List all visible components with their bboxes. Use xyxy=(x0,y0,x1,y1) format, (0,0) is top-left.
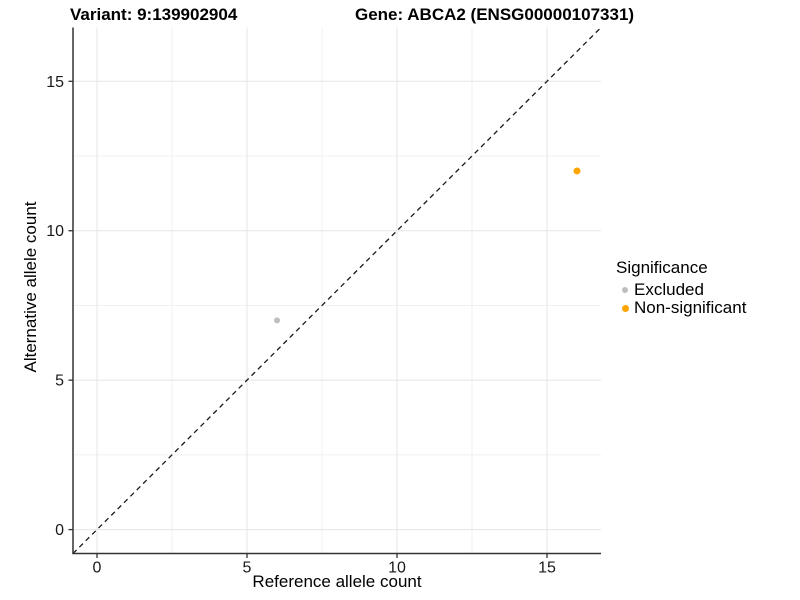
y-axis-title: Alternative allele count xyxy=(21,201,40,373)
legend-items: Excluded Non-significant xyxy=(616,280,747,317)
legend: Significance Excluded Non-significant xyxy=(616,258,746,317)
legend-dot-icon xyxy=(622,287,628,293)
plot-title-variant: Variant: 9:139902904 xyxy=(70,5,238,24)
legend-key xyxy=(616,287,634,293)
y-tick-label: 0 xyxy=(55,522,64,539)
legend-item-label: Non-significant xyxy=(634,298,747,317)
legend-item-label: Excluded xyxy=(634,280,704,299)
x-axis-title: Reference allele count xyxy=(252,572,422,591)
y-tick-label: 5 xyxy=(55,373,64,390)
x-tick-label: 5 xyxy=(243,560,252,577)
legend-title: Significance xyxy=(616,258,708,277)
data-point-excluded xyxy=(274,317,280,324)
data-point-non-significant xyxy=(573,167,581,175)
legend-dot-icon xyxy=(621,304,629,312)
identity-dashed-line xyxy=(72,27,602,554)
plot-title-gene: Gene: ABCA2 (ENSG00000107331) xyxy=(355,5,635,24)
legend-key xyxy=(616,304,634,312)
y-tick-label: 10 xyxy=(46,223,64,240)
legend-item-non-significant: Non-significant xyxy=(616,298,747,317)
legend-item-excluded: Excluded xyxy=(616,280,746,299)
x-tick-label: 0 xyxy=(93,560,102,577)
x-tick-label: 15 xyxy=(538,560,556,577)
x-tick-label: 10 xyxy=(388,560,406,577)
y-tick-label: 15 xyxy=(46,74,64,91)
